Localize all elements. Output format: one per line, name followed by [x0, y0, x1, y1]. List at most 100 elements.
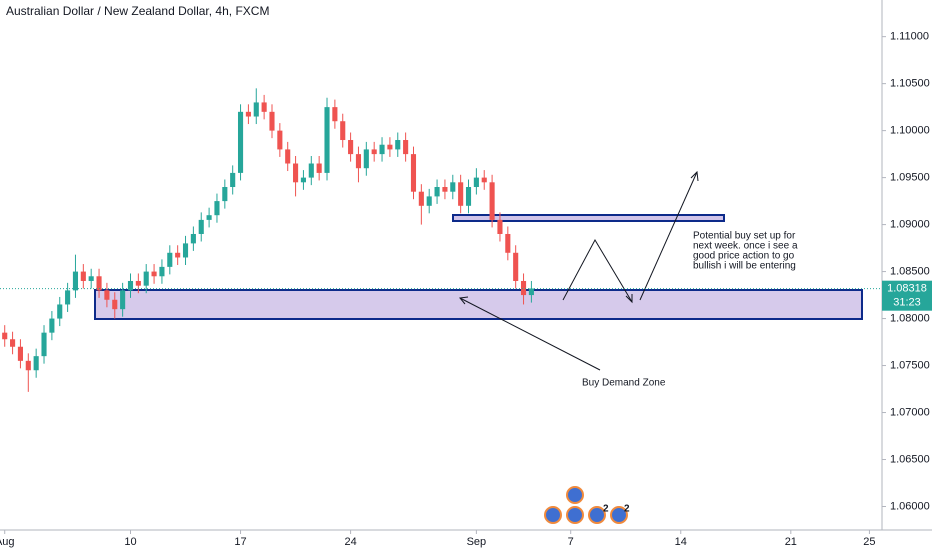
candle-body [120, 290, 126, 310]
candle-body [222, 187, 228, 202]
candle-body [261, 102, 267, 112]
candle-body [513, 252, 519, 281]
y-tick-label: 1.10500 [890, 78, 930, 90]
candle-body [465, 187, 472, 206]
candle-body [182, 243, 189, 258]
candle-body [104, 290, 110, 300]
candle-body [300, 177, 306, 183]
candle-body [127, 280, 134, 291]
arrow [459, 297, 601, 371]
candle-body [363, 149, 369, 169]
candle-body [403, 140, 409, 155]
arrow [562, 238, 633, 303]
candle-body [348, 140, 354, 155]
candle-body [387, 144, 393, 150]
candle-body [175, 252, 181, 258]
candle-body [293, 163, 299, 183]
candle-body [410, 154, 417, 192]
candle-body [442, 187, 448, 192]
candle-body [88, 276, 94, 281]
x-tick-label: 7 [568, 536, 574, 548]
candle-body [10, 339, 16, 347]
event-count: 2 [624, 504, 630, 515]
candle-body [277, 130, 283, 150]
y-tick-label: 1.07000 [890, 406, 930, 418]
event-icon [610, 506, 628, 524]
arrow-head [625, 294, 633, 304]
supply-zone [452, 214, 725, 222]
candle-body [473, 177, 479, 188]
annotation: Potential buy set up for [693, 231, 796, 242]
x-tick-label: 14 [675, 536, 687, 548]
y-tick-label: 1.08000 [890, 312, 930, 324]
arrow-head [690, 170, 699, 182]
x-tick-label: 21 [785, 536, 797, 548]
candle-body [520, 280, 527, 296]
chart-title: Australian Dollar / New Zealand Dollar, … [6, 4, 269, 18]
y-tick-label: 1.10000 [890, 125, 930, 137]
y-tick-label: 1.06500 [890, 453, 930, 465]
candle-body [332, 107, 338, 122]
annotation: bullish i will be entering [693, 261, 796, 272]
candle-body [308, 163, 314, 178]
candle-body [497, 219, 503, 234]
annotation: Buy Demand Zone [582, 378, 666, 389]
x-tick-label: 17 [234, 536, 246, 548]
candle-body [214, 201, 220, 216]
candle-body [41, 332, 47, 357]
candle-body [418, 191, 424, 206]
candle-body [324, 107, 330, 173]
x-tick-label: 25 [863, 536, 875, 548]
last-price-tag [882, 280, 932, 311]
events: 2 2 [544, 486, 630, 524]
y-tick-label: 1.08500 [890, 265, 930, 277]
candle-body [159, 266, 165, 277]
candle-body [17, 346, 23, 361]
event-icon [588, 506, 606, 524]
candle-body [65, 290, 71, 305]
candle-body [143, 271, 149, 286]
x-tick-label: Sep [467, 536, 487, 548]
drawings: Potential buy set up for next week. once… [94, 170, 863, 389]
candles [2, 88, 534, 392]
candle-body [96, 276, 102, 291]
x-tick-label: Aug [0, 536, 15, 548]
candle-body [528, 288, 534, 296]
event-icon [566, 486, 584, 504]
candle-body [206, 215, 212, 220]
x-tick-label: 10 [124, 536, 136, 548]
y-tick-label: 1.09000 [890, 218, 930, 230]
candle-body [269, 111, 275, 131]
candle-body [2, 332, 8, 340]
candle-body [25, 360, 31, 371]
countdown-label: 31:23 [893, 297, 921, 309]
candle-body [190, 233, 196, 244]
candle-body [72, 271, 79, 291]
candle-body [434, 187, 440, 197]
candle-body [112, 299, 118, 310]
event-count: 2 [603, 504, 609, 515]
candle-body [371, 149, 377, 155]
candle-body [481, 177, 487, 183]
candle-body [505, 233, 511, 253]
y-tick-label: 1.06000 [890, 500, 930, 512]
candle-body [167, 252, 173, 267]
annotation: next week. once i see a [693, 241, 798, 252]
annotation: good price action to go [693, 251, 795, 262]
candle-body [340, 121, 346, 141]
candle-body [237, 111, 244, 173]
candle-body [80, 271, 86, 281]
candle-body [151, 271, 157, 277]
candle-body [355, 154, 362, 169]
candle-body [316, 163, 322, 173]
y-tick-label: 1.07500 [890, 359, 930, 371]
candle-body [253, 102, 259, 117]
candle-body [379, 144, 385, 155]
candle-body [245, 111, 251, 117]
candle-body [450, 182, 456, 192]
candle-body [198, 219, 204, 234]
candle-body [49, 318, 55, 333]
y-tick-label: 1.11000 [890, 31, 929, 43]
